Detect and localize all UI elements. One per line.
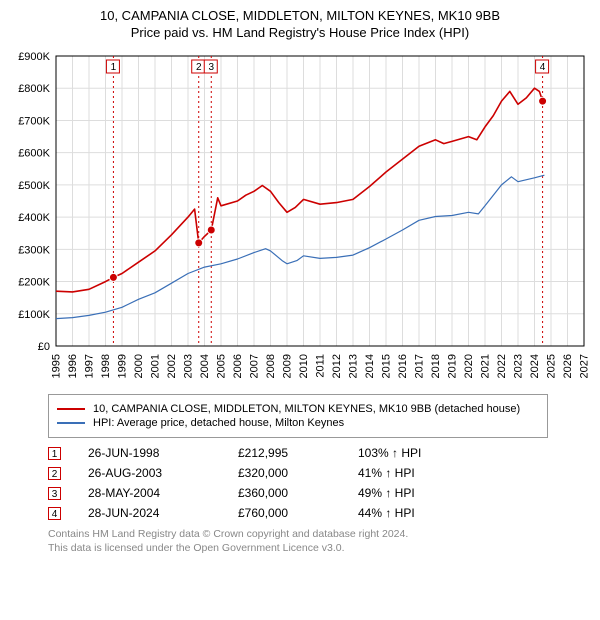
x-tick-label: 2002 (166, 354, 178, 378)
event-marker-number: 2 (196, 62, 202, 73)
x-tick-label: 1996 (67, 354, 79, 378)
annotation-price: £212,995 (238, 446, 358, 460)
y-tick-label: £400K (18, 212, 50, 224)
annotation-pct: 44% ↑ HPI (358, 506, 508, 520)
x-tick-label: 2000 (133, 354, 145, 378)
legend: 10, CAMPANIA CLOSE, MIDDLETON, MILTON KE… (48, 394, 548, 438)
annotation-pct: 49% ↑ HPI (358, 486, 508, 500)
x-tick-label: 2021 (480, 354, 492, 378)
y-tick-label: £300K (18, 244, 50, 256)
x-tick-label: 2024 (529, 354, 541, 378)
title-line2: Price paid vs. HM Land Registry's House … (8, 25, 592, 40)
y-tick-label: £0 (38, 341, 50, 353)
y-tick-label: £200K (18, 277, 50, 289)
y-tick-label: £900K (18, 51, 50, 63)
x-tick-label: 2006 (232, 354, 244, 378)
x-tick-label: 1998 (100, 354, 112, 378)
annotation-row: 3 28-MAY-2004£360,00049% ↑ HPI (48, 486, 548, 500)
annotation-price: £320,000 (238, 466, 358, 480)
x-tick-label: 2025 (546, 354, 558, 378)
annotation-row: 4 28-JUN-2024£760,00044% ↑ HPI (48, 506, 548, 520)
event-marker-number: 3 (208, 62, 214, 73)
event-dot (195, 239, 203, 247)
legend-label: HPI: Average price, detached house, Milt… (93, 417, 344, 429)
x-tick-label: 2018 (430, 354, 442, 378)
annotation-date: 28-JUN-2024 (88, 506, 238, 520)
annotation-date: 26-JUN-1998 (88, 446, 238, 460)
event-dot (109, 273, 117, 281)
annotation-date: 28-MAY-2004 (88, 486, 238, 500)
y-tick-label: £100K (18, 309, 50, 321)
annotation-marker: 4 (48, 507, 61, 520)
legend-row: 10, CAMPANIA CLOSE, MIDDLETON, MILTON KE… (57, 403, 539, 415)
legend-label: 10, CAMPANIA CLOSE, MIDDLETON, MILTON KE… (93, 403, 520, 415)
x-tick-label: 2016 (397, 354, 409, 378)
x-tick-label: 2010 (298, 354, 310, 378)
event-marker-number: 1 (111, 62, 117, 73)
annotation-row: 1 26-JUN-1998£212,995103% ↑ HPI (48, 446, 548, 460)
x-tick-label: 2020 (463, 354, 475, 378)
footer-line1: Contains HM Land Registry data © Crown c… (48, 528, 592, 542)
annotation-marker: 1 (48, 447, 61, 460)
x-tick-label: 2027 (579, 354, 591, 378)
annotation-marker: 3 (48, 487, 61, 500)
annotation-date: 26-AUG-2003 (88, 466, 238, 480)
x-tick-label: 2013 (348, 354, 360, 378)
footer: Contains HM Land Registry data © Crown c… (48, 528, 592, 555)
title-block: 10, CAMPANIA CLOSE, MIDDLETON, MILTON KE… (8, 8, 592, 40)
x-tick-label: 2017 (414, 354, 426, 378)
y-tick-label: £800K (18, 83, 50, 95)
event-dot (539, 97, 547, 105)
x-tick-label: 1995 (51, 354, 63, 378)
x-tick-label: 2023 (513, 354, 525, 378)
annotation-table: 1 26-JUN-1998£212,995103% ↑ HPI 2 26-AUG-20… (48, 446, 548, 520)
event-marker-number: 4 (540, 62, 546, 73)
footer-line2: This data is licensed under the Open Gov… (48, 542, 592, 556)
annotation-price: £760,000 (238, 506, 358, 520)
annotation-row: 2 26-AUG-2003£320,00041% ↑ HPI (48, 466, 548, 480)
x-tick-label: 2022 (496, 354, 508, 378)
x-tick-label: 2011 (315, 354, 327, 378)
legend-row: HPI: Average price, detached house, Milt… (57, 417, 539, 429)
x-tick-label: 2012 (331, 354, 343, 378)
y-tick-label: £700K (18, 115, 50, 127)
x-tick-label: 1999 (117, 354, 129, 378)
x-tick-label: 2003 (183, 354, 195, 378)
annotation-marker: 2 (48, 467, 61, 480)
title-line1: 10, CAMPANIA CLOSE, MIDDLETON, MILTON KE… (8, 8, 592, 23)
x-tick-label: 2005 (216, 354, 228, 378)
x-tick-label: 2014 (364, 354, 376, 378)
annotation-price: £360,000 (238, 486, 358, 500)
annotation-pct: 103% ↑ HPI (358, 446, 508, 460)
x-tick-label: 2009 (282, 354, 294, 378)
x-tick-label: 2015 (381, 354, 393, 378)
chart-container: 10, CAMPANIA CLOSE, MIDDLETON, MILTON KE… (0, 0, 600, 559)
event-dot (207, 226, 215, 234)
y-tick-label: £500K (18, 180, 50, 192)
x-tick-label: 2001 (150, 354, 162, 378)
annotation-pct: 41% ↑ HPI (358, 466, 508, 480)
chart-svg: £0 £100K £200K £300K £400K £500K £600K £700K £80… (8, 46, 592, 386)
legend-swatch (57, 422, 85, 424)
x-tick-label: 2007 (249, 354, 261, 378)
x-tick-label: 1997 (84, 354, 96, 378)
x-tick-label: 2008 (265, 354, 277, 378)
y-tick-label: £600K (18, 148, 50, 160)
chart-area: £0 £100K £200K £300K £400K £500K £600K £700K £80… (8, 46, 592, 386)
legend-swatch (57, 408, 85, 410)
x-tick-label: 2019 (447, 354, 459, 378)
x-tick-label: 2026 (562, 354, 574, 378)
x-tick-label: 2004 (199, 354, 211, 378)
